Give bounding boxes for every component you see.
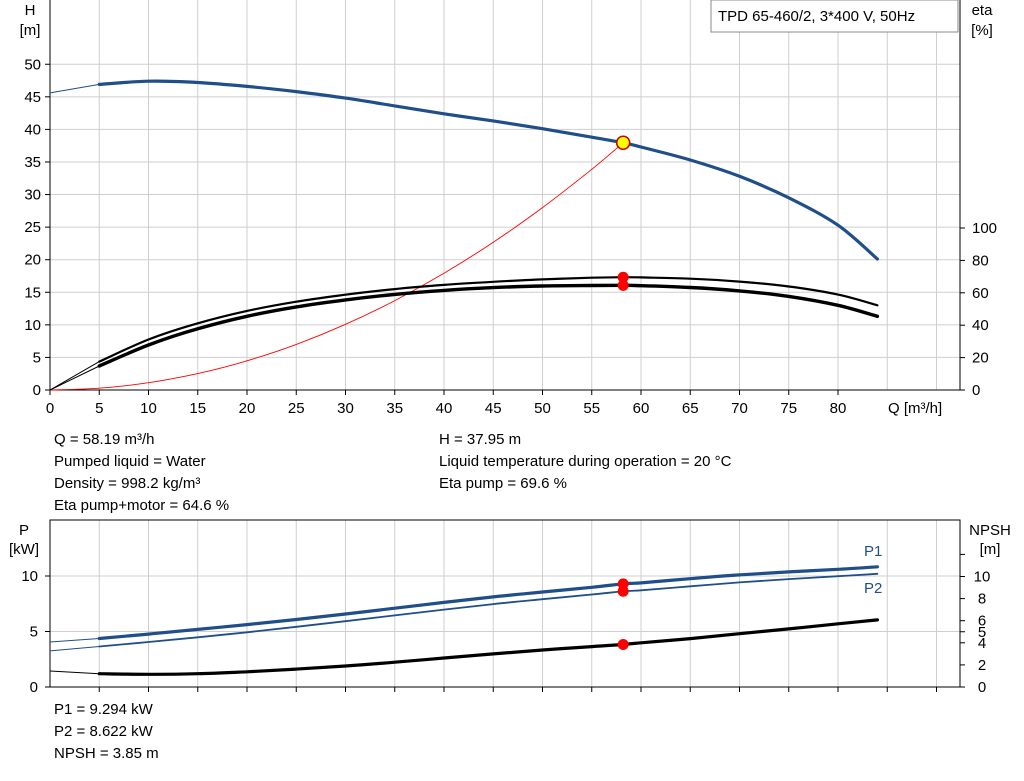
operating-info-left: Q = 58.19 m³/h Pumped liquid = Water Den… [54, 429, 229, 517]
curve-P2 [99, 574, 877, 647]
y2-tick-label: 100 [972, 220, 997, 237]
x-tick-label: 20 [239, 400, 256, 417]
series-label-p2: P2 [864, 580, 882, 597]
y2-tick-label: 60 [972, 285, 989, 302]
y-tick-label: 50 [24, 56, 41, 73]
x-tick-label: 55 [583, 400, 600, 417]
operating-point-marker [617, 136, 630, 149]
y2-tick-label: 0 [978, 679, 986, 696]
y2-tick-label: 2 [978, 657, 986, 674]
operating-marker [618, 639, 629, 650]
x-tick-label: 15 [189, 400, 206, 417]
curve-extrapolation-H [50, 84, 99, 93]
x-tick-label: 75 [780, 400, 797, 417]
x-axis-label: Q [m³/h] [888, 400, 942, 417]
y2-tick-label: 80 [972, 252, 989, 269]
y-tick-label: 35 [24, 154, 41, 171]
y-axis-unit: [kW] [9, 541, 39, 558]
y2-tick-label: 0 [972, 382, 980, 399]
x-tick-label: 5 [95, 400, 103, 417]
x-tick-label: 60 [633, 400, 650, 417]
info-liquid-temperature: Liquid temperature during operation = 20… [439, 451, 731, 473]
y-tick-label: 0 [33, 382, 41, 399]
curve-extrapolation-P1 [50, 639, 99, 643]
system-curve [50, 143, 623, 390]
performance-chart: 0 5 10 15 20 25 30 35 40 45 50 0 20 40 60 80 100 0 5 10 15 20… [20, 0, 997, 417]
curve-eta_pump [99, 277, 877, 361]
operating-info-right: H = 37.95 m Liquid temperature during op… [439, 429, 731, 495]
y-axis-title: H [25, 2, 36, 19]
curve-extrapolation-eta_pump [50, 362, 99, 390]
y2-axis-unit: [%] [971, 22, 993, 39]
curve-eta_pump_motor [99, 285, 877, 366]
y-tick-label: 0 [30, 679, 38, 696]
y-axis-unit: [m] [20, 22, 41, 39]
y-tick-label: 10 [21, 568, 38, 585]
curve-extrapolation-P2 [50, 647, 99, 651]
x-tick-label: 30 [337, 400, 354, 417]
y2-tick-label: 8 [978, 591, 986, 608]
x-tick-label: 10 [140, 400, 157, 417]
y-tick-label: 10 [24, 317, 41, 334]
y-axis-title: P [19, 522, 29, 539]
info-npsh: NPSH = 3.85 m [54, 743, 159, 765]
info-head: H = 37.95 m [439, 429, 731, 451]
x-tick-label: 40 [436, 400, 453, 417]
curve-H [99, 81, 877, 259]
info-eta-pump: Eta pump = 69.6 % [439, 473, 731, 495]
y2-tick-label: 20 [972, 350, 989, 367]
x-tick-label: 0 [46, 400, 54, 417]
x-tick-label: 45 [485, 400, 502, 417]
y2-axis-unit: [m] [980, 541, 1001, 558]
x-tick-label: 80 [830, 400, 847, 417]
info-flow: Q = 58.19 m³/h [54, 429, 229, 451]
y-tick-label: 45 [24, 89, 41, 106]
info-eta-pump-motor: Eta pump+motor = 64.6 % [54, 495, 229, 517]
info-p1: P1 = 9.294 kW [54, 699, 159, 721]
info-density: Density = 998.2 kg/m³ [54, 473, 229, 495]
y-tick-label: 25 [24, 219, 41, 236]
x-tick-label: 70 [731, 400, 748, 417]
y-tick-label: 15 [24, 284, 41, 301]
x-tick-label: 65 [682, 400, 699, 417]
y2-axis-title: NPSH [969, 522, 1011, 539]
series-label-p1: P1 [864, 543, 882, 560]
x-tick-label: 50 [534, 400, 551, 417]
x-tick-label: 35 [386, 400, 403, 417]
y-tick-label: 40 [24, 121, 41, 138]
power-info: P1 = 9.294 kW P2 = 8.622 kW NPSH = 3.85 … [54, 699, 159, 765]
y2-tick-label: 40 [972, 317, 989, 334]
operating-marker [618, 586, 629, 597]
info-pumped-liquid: Pumped liquid = Water [54, 451, 229, 473]
eta-operating-marker [618, 280, 629, 291]
y2-tick-label: 6 [978, 613, 986, 630]
pump-title: TPD 65-460/2, 3*400 V, 50Hz [718, 8, 915, 25]
y-tick-label: 20 [24, 252, 41, 269]
curve-extrapolation-NPSH [50, 671, 99, 674]
curve-extrapolation-eta_pump_motor [50, 366, 99, 390]
y2-axis-title: eta [972, 2, 994, 19]
y-tick-label: 5 [33, 349, 41, 366]
y2-tick-label: 10 [974, 569, 991, 586]
x-tick-label: 25 [288, 400, 305, 417]
info-p2: P2 = 8.622 kW [54, 721, 159, 743]
y-tick-label: 5 [30, 624, 38, 641]
y-tick-label: 30 [24, 187, 41, 204]
curve-P1 [99, 567, 877, 639]
